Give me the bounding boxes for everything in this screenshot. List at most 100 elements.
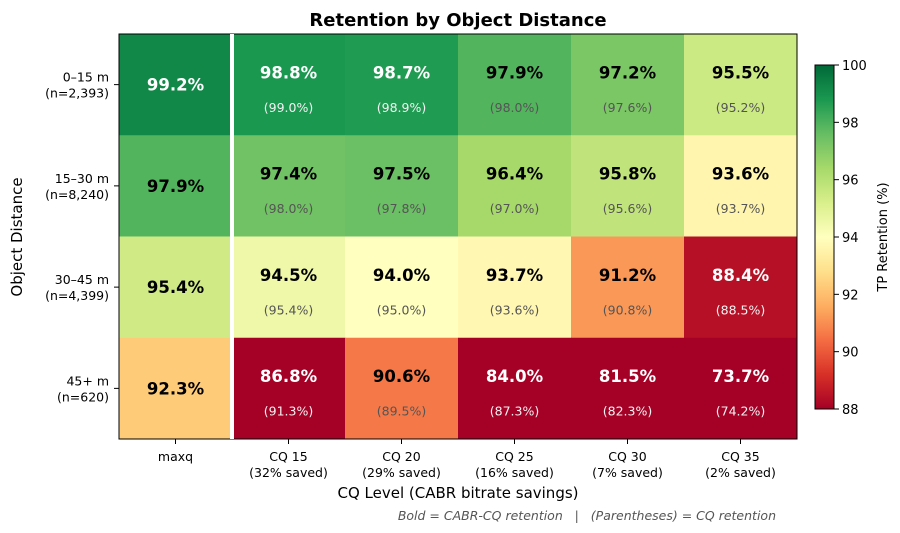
cq-value-label: (97.8%) — [377, 201, 426, 216]
cq-value-label: (97.6%) — [603, 100, 652, 115]
x-tick-sublabel: (16% saved) — [475, 465, 554, 480]
heatmap-cell — [232, 135, 346, 237]
cq-value-label: (98.0%) — [490, 100, 539, 115]
cabr-cq-value-label: 99.2% — [147, 76, 205, 95]
chart-title: Retention by Object Distance — [309, 10, 606, 31]
cabr-cq-value-label: 94.0% — [373, 266, 431, 285]
cabr-cq-value-label: 94.5% — [260, 266, 318, 285]
cabr-cq-value-label: 93.7% — [486, 266, 544, 285]
colorbar: 88 90 92 94 96 98 100 TP Retention (%) — [814, 59, 891, 418]
cabr-cq-value-label: 90.6% — [373, 367, 431, 386]
y-axis: 0–15 m(n=2,393)15–30 m(n=8,240)30–45 m(n… — [45, 70, 119, 404]
cabr-cq-value-label: 97.4% — [260, 165, 318, 184]
heatmap-cell — [232, 34, 346, 136]
x-tick-label: CQ 20 — [382, 449, 420, 464]
cq-value-label: (88.5%) — [716, 302, 765, 317]
x-tick-label: CQ 25 — [495, 449, 533, 464]
cabr-cq-value-label: 86.8% — [260, 367, 318, 386]
heatmap-cell — [684, 236, 798, 339]
cq-value-label: (95.4%) — [264, 302, 313, 317]
colorbar-label: TP Retention (%) — [876, 182, 891, 292]
heatmap-cell — [119, 34, 233, 136]
heatmap-cell — [232, 337, 346, 440]
cq-value-label: (90.8%) — [603, 302, 652, 317]
heatmap-cell — [119, 135, 233, 237]
colorbar-tick-label: 92 — [842, 288, 859, 303]
colorbar-gradient — [814, 64, 835, 410]
heatmap-cell — [345, 236, 459, 339]
cq-value-label: (89.5%) — [377, 404, 426, 419]
heatmap-cell — [684, 135, 798, 237]
cq-value-label: (87.3%) — [490, 404, 539, 419]
cq-value-label: (95.0%) — [377, 302, 426, 317]
cq-value-label: (74.2%) — [716, 404, 765, 419]
x-axis-label: CQ Level (CABR bitrate savings) — [337, 484, 578, 502]
cabr-cq-value-label: 98.8% — [260, 63, 318, 82]
cabr-cq-value-label: 97.5% — [373, 165, 431, 184]
cabr-cq-value-label: 93.6% — [712, 165, 770, 184]
x-tick-label: CQ 15 — [269, 449, 307, 464]
heatmap-value-labels: 99.2% 98.8% (99.0%) 98.7% (98.9%) 97.9% (98.0%… — [147, 63, 770, 418]
heatmap-cell — [458, 236, 572, 339]
x-tick-label: CQ 30 — [608, 449, 646, 464]
y-tick-sublabel: (n=8,240) — [45, 187, 109, 202]
heatmap-cell — [571, 236, 685, 339]
cq-value-label: (91.3%) — [264, 404, 313, 419]
cabr-cq-value-label: 91.2% — [599, 266, 657, 285]
y-axis-label: Object Distance — [8, 177, 26, 296]
plot-frame — [118, 33, 798, 440]
heatmap-cells — [119, 34, 798, 440]
y-tick-label: 45+ m — [66, 373, 109, 388]
heatmap-cell — [458, 337, 572, 440]
colorbar-tick-label: 100 — [842, 59, 867, 74]
colorbar-tick-label: 98 — [842, 116, 859, 131]
colorbar-tick-label: 88 — [842, 403, 859, 418]
cq-value-label: (95.6%) — [603, 201, 652, 216]
x-tick-label: CQ 35 — [721, 449, 759, 464]
heatmap-cell — [345, 135, 459, 237]
x-tick-label: maxq — [158, 449, 193, 464]
heatmap-cell — [345, 337, 459, 440]
cq-value-label: (97.0%) — [490, 201, 539, 216]
cq-value-label: (82.3%) — [603, 404, 652, 419]
colorbar-tick-label: 94 — [842, 231, 859, 246]
cq-value-label: (93.7%) — [716, 201, 765, 216]
cabr-cq-value-label: 95.8% — [599, 165, 657, 184]
heatmap-cell — [684, 34, 798, 136]
cq-value-label: (98.0%) — [264, 201, 313, 216]
colorbar-tick-label: 90 — [842, 346, 859, 361]
y-tick-label: 15–30 m — [55, 171, 109, 186]
footnote: Bold = CABR-CQ retention | (Parentheses)… — [398, 508, 776, 523]
x-axis: maxq CQ 15(32% saved) CQ 20(29% saved) CQ 2… — [158, 439, 776, 480]
x-tick-sublabel: (29% saved) — [362, 465, 441, 480]
cq-value-label: (98.9%) — [377, 100, 426, 115]
cabr-cq-value-label: 97.9% — [486, 63, 544, 82]
y-tick-sublabel: (n=620) — [57, 389, 109, 404]
colorbar-tick-label: 96 — [842, 174, 859, 189]
cabr-cq-value-label: 95.4% — [147, 278, 205, 297]
heatmap-cell — [119, 337, 233, 440]
y-tick-sublabel: (n=4,399) — [45, 288, 109, 303]
heatmap-cell — [458, 34, 572, 136]
heatmap-cell — [571, 135, 685, 237]
cq-value-label: (95.2%) — [716, 100, 765, 115]
cabr-cq-value-label: 88.4% — [712, 266, 770, 285]
cabr-cq-value-label: 84.0% — [486, 367, 544, 386]
x-tick-sublabel: (2% saved) — [705, 465, 776, 480]
heatmap-cell — [684, 337, 798, 440]
cq-value-label: (99.0%) — [264, 100, 313, 115]
heatmap-cell — [458, 135, 572, 237]
cabr-cq-value-label: 92.3% — [147, 379, 205, 398]
x-tick-sublabel: (7% saved) — [592, 465, 663, 480]
cabr-cq-value-label: 81.5% — [599, 367, 657, 386]
cabr-cq-value-label: 96.4% — [486, 165, 544, 184]
heatmap-cell — [119, 236, 233, 339]
cabr-cq-value-label: 97.9% — [147, 177, 205, 196]
heatmap-cell — [571, 34, 685, 136]
y-tick-label: 0–15 m — [63, 70, 109, 85]
cabr-cq-value-label: 98.7% — [373, 63, 431, 82]
cabr-cq-value-label: 73.7% — [712, 367, 770, 386]
heatmap-cell — [232, 236, 346, 339]
y-tick-label: 30–45 m — [55, 272, 109, 287]
